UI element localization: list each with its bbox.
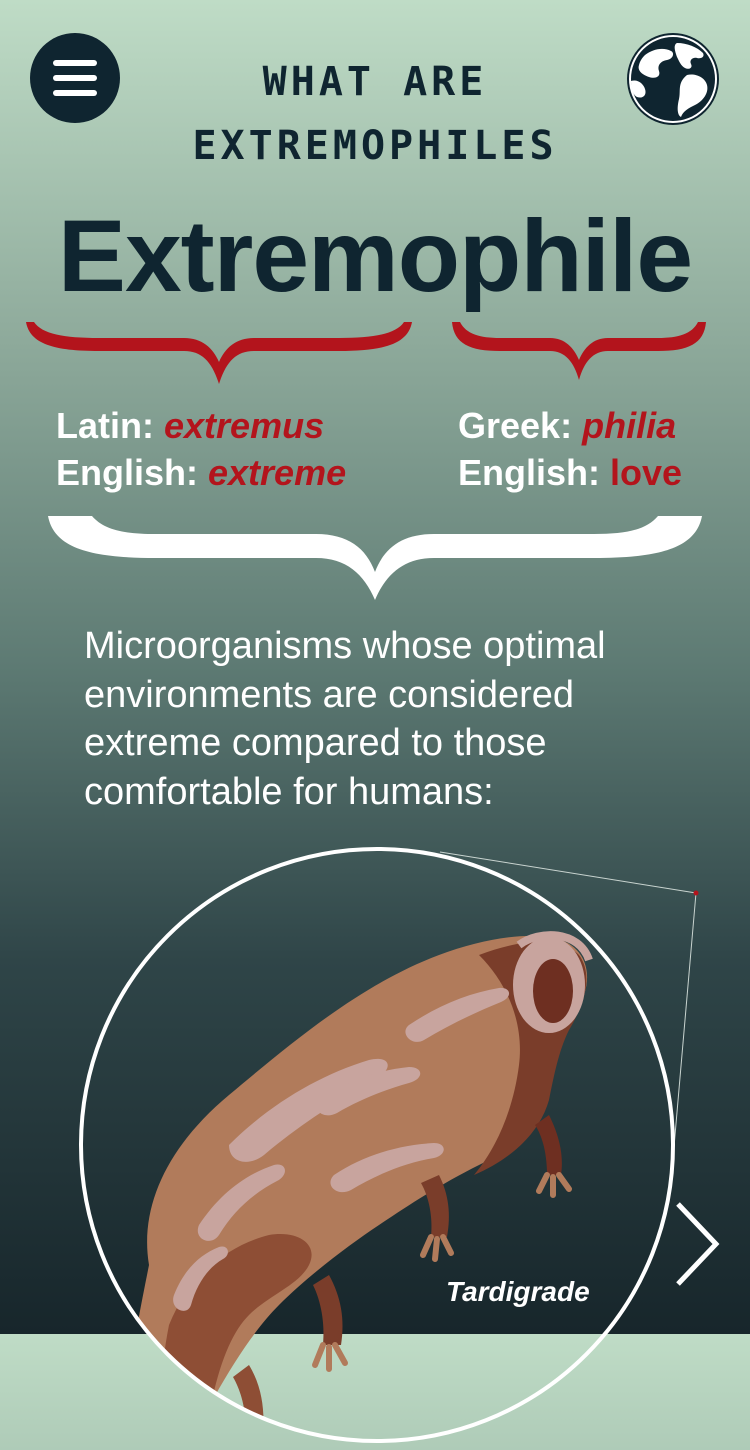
next-button[interactable] <box>672 1198 722 1290</box>
tardigrade-illustration <box>79 845 675 1445</box>
illustration-caption: Tardigrade <box>446 1276 590 1307</box>
etymology-latin-english-line: English: extreme <box>56 449 346 496</box>
latin-word: extremus <box>164 405 325 446</box>
globe-button[interactable] <box>627 33 719 125</box>
english-label-left: English: <box>56 452 198 493</box>
globe-icon <box>629 35 717 123</box>
combined-brace-icon <box>48 516 702 600</box>
etymology-greek: Greek: philia English: love <box>458 402 682 496</box>
latin-label: Latin: <box>56 405 154 446</box>
etymology-greek-english-line: English: love <box>458 449 682 496</box>
english-word-right: love <box>610 452 683 493</box>
right-brace-icon <box>452 322 706 380</box>
menu-button[interactable] <box>30 33 120 123</box>
english-label-right: English: <box>458 452 600 493</box>
page-title: WHAT ARE EXTREMOPHILES <box>192 59 558 169</box>
etymology-greek-line: Greek: philia <box>458 402 682 449</box>
etymology-latin: Latin: extremus English: extreme <box>56 402 346 496</box>
chevron-right-icon <box>676 1202 720 1286</box>
etymology-latin-line: Latin: extremus <box>56 402 346 449</box>
definition-text: Microorganisms whose optimal environment… <box>84 625 606 813</box>
hamburger-menu-icon <box>53 60 97 96</box>
greek-label: Greek: <box>458 405 573 446</box>
tardigrade-icon <box>79 847 675 1443</box>
extremophile-word: Extremophile <box>57 199 693 313</box>
greek-word: philia <box>582 405 677 446</box>
left-brace-icon <box>26 322 412 384</box>
english-word-left: extreme <box>208 452 347 493</box>
